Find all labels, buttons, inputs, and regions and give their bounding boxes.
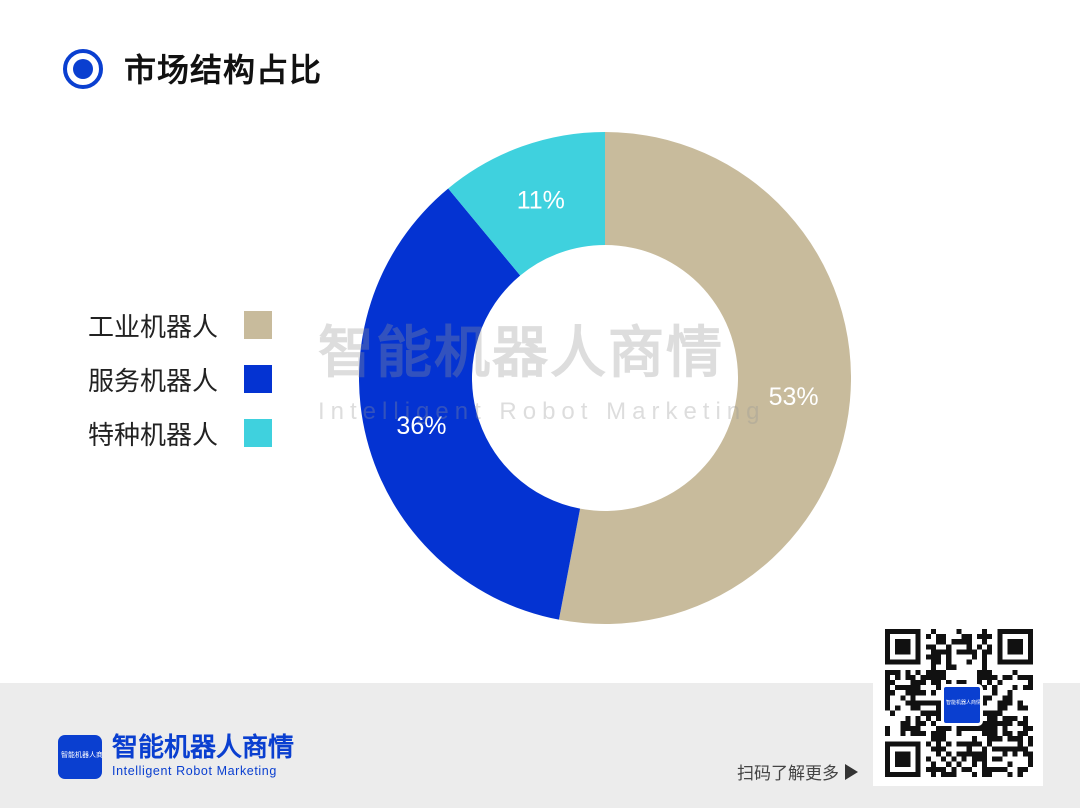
data-label: 36% xyxy=(396,412,446,440)
title-bullet-icon xyxy=(63,49,103,89)
qr-center-logo-icon: 智能机器人商情 xyxy=(941,684,983,726)
donut-slice-1 xyxy=(558,132,852,624)
footer-brand: 智能机器人商情 Intelligent Robot Marketing xyxy=(112,733,294,778)
scan-prompt[interactable]: 扫码了解更多 xyxy=(737,759,858,784)
legend-item-industrial: 工业机器人 xyxy=(88,298,272,352)
legend-item-special: 特种机器人 xyxy=(88,406,272,460)
legend-item-service: 服务机器人 xyxy=(88,352,272,406)
qr-center-logo-text: 智能机器人商情 xyxy=(946,700,982,706)
data-label: 11% xyxy=(517,187,565,215)
legend-label: 特种机器人 xyxy=(88,420,219,451)
chart-legend: 工业机器人 服务机器人 特种机器人 xyxy=(88,298,272,460)
page-title: 市场结构占比 xyxy=(124,51,323,89)
brand-logo-icon: 智能机器人商情 xyxy=(58,735,102,779)
legend-label: 工业机器人 xyxy=(88,312,219,343)
footer-brand-title: 智能机器人商情 xyxy=(112,733,295,763)
legend-swatch xyxy=(244,365,272,393)
donut-slice-2 xyxy=(358,188,581,620)
footer-brand-subtitle: Intelligent Robot Marketing xyxy=(112,764,277,778)
legend-swatch xyxy=(244,311,272,339)
qr-code[interactable]: 智能机器人商情 xyxy=(873,620,1043,786)
play-arrow-icon xyxy=(845,763,858,780)
legend-label: 服务机器人 xyxy=(88,366,219,397)
qr-code-icon xyxy=(885,629,1033,777)
scan-prompt-label: 扫码了解更多 xyxy=(737,764,839,784)
legend-swatch xyxy=(244,419,272,447)
donut-slice-3 xyxy=(448,132,605,276)
data-label: 53% xyxy=(769,383,819,411)
brand-logo-text: 智能机器人商情 xyxy=(61,751,102,759)
